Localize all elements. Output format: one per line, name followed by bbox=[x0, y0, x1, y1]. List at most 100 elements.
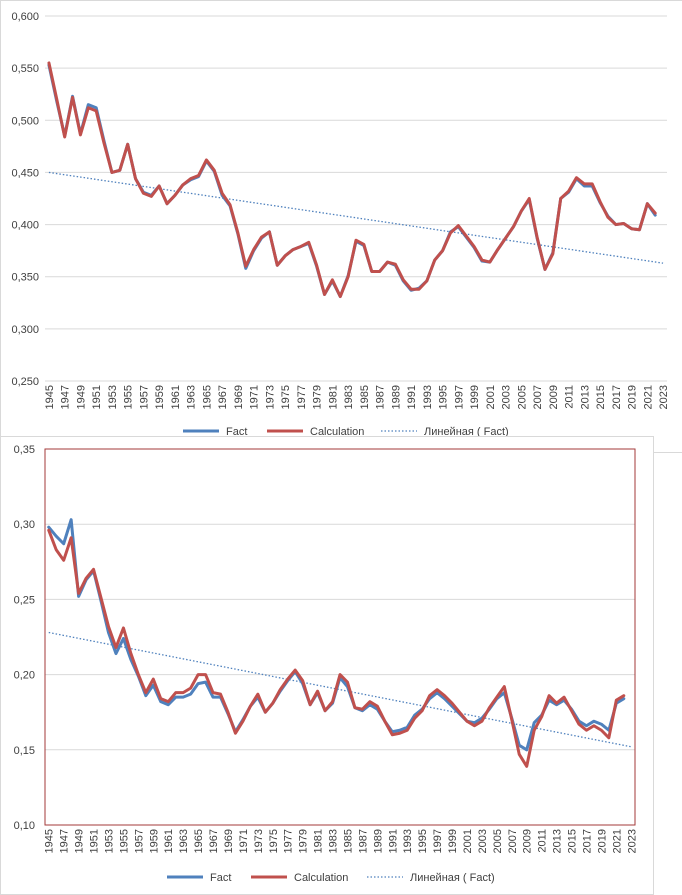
bottom-x-tick-label: 1979 bbox=[298, 829, 310, 853]
top-x-tick-label: 1993 bbox=[422, 385, 434, 409]
top-x-tick-label: 1995 bbox=[438, 385, 450, 409]
bottom-legend-fact-label: Fact bbox=[210, 872, 231, 884]
top-x-tick-label: 1987 bbox=[375, 385, 387, 409]
top-y-tick-label: 0,400 bbox=[11, 220, 39, 232]
top-x-tick-label: 1997 bbox=[453, 385, 465, 409]
bottom-legend-calculation-label: Calculation bbox=[294, 872, 348, 884]
bottom-x-tick-label: 1969 bbox=[223, 829, 235, 853]
bottom-x-tick-label: 2005 bbox=[492, 829, 504, 853]
top-x-tick-label: 1959 bbox=[154, 385, 166, 409]
bottom-y-tick-label: 0,20 bbox=[14, 670, 35, 682]
top-x-tick-label: 1963 bbox=[186, 385, 198, 409]
top-x-tick-label: 2019 bbox=[627, 385, 639, 409]
top-x-tick-label: 2021 bbox=[642, 385, 654, 409]
bottom-y-tick-label: 0,10 bbox=[14, 820, 35, 832]
top-x-tick-label: 1975 bbox=[280, 385, 292, 409]
bottom-y-tick-label: 0,30 bbox=[14, 519, 35, 531]
top-x-tick-label: 1951 bbox=[91, 385, 103, 409]
top-x-tick-label: 2007 bbox=[532, 385, 544, 409]
bottom-series-calculation-line bbox=[47, 528, 626, 768]
top-x-tick-label: 1947 bbox=[60, 385, 72, 409]
bottom-x-tick-label: 1993 bbox=[402, 829, 414, 853]
top-x-tick-label: 1969 bbox=[233, 385, 245, 409]
bottom-x-tick-label: 1983 bbox=[328, 829, 340, 853]
bottom-x-tick-label: 1981 bbox=[313, 829, 325, 853]
top-x-tick-label: 2017 bbox=[611, 385, 623, 409]
bottom-x-tick-label: 2007 bbox=[507, 829, 519, 853]
top-y-tick-label: 0,450 bbox=[11, 167, 39, 179]
chart-top-svg: 0,250 0,300 0,350 0,400 0,450 0,500 0,550 0,600… bbox=[11, 11, 670, 438]
bottom-x-tick-label: 2019 bbox=[596, 829, 608, 853]
bottom-legend-trendline-label: Линейная ( Fact) bbox=[410, 872, 495, 884]
bottom-x-tick-label: 1955 bbox=[118, 829, 130, 853]
top-x-tick-label: 2013 bbox=[579, 385, 591, 409]
bottom-x-tick-label: 2009 bbox=[522, 829, 534, 853]
bottom-x-tick-label: 1951 bbox=[89, 829, 101, 853]
bottom-x-tick-label: 1965 bbox=[193, 829, 205, 853]
top-y-tick-label: 0,250 bbox=[11, 376, 39, 388]
bottom-x-tick-label: 1977 bbox=[283, 829, 295, 853]
top-x-tick-label: 1971 bbox=[249, 385, 261, 409]
chart-bottom: 0,10 0,15 0,20 0,25 0,30 0,35 1945 1947 1949 1951… bbox=[0, 436, 654, 895]
bottom-x-tick-label: 2017 bbox=[581, 829, 593, 853]
top-x-tick-label: 1967 bbox=[217, 385, 229, 409]
bottom-x-tick-label: 2013 bbox=[552, 829, 564, 853]
bottom-plot-frame bbox=[44, 448, 636, 826]
top-x-tick-label: 2011 bbox=[564, 385, 576, 409]
bottom-x-tick-label: 1967 bbox=[208, 829, 220, 853]
top-legend-fact-label: Fact bbox=[226, 426, 247, 438]
bottom-x-tick-label: 1999 bbox=[447, 829, 459, 853]
bottom-x-tick-label: 1947 bbox=[59, 829, 71, 853]
bottom-x-tick-label: 2023 bbox=[626, 829, 638, 853]
bottom-x-tick-label: 1953 bbox=[103, 829, 115, 853]
bottom-x-tick-label: 1989 bbox=[372, 829, 384, 853]
bottom-x-tick-label: 1997 bbox=[432, 829, 444, 853]
top-x-tick-label: 1953 bbox=[107, 385, 119, 409]
bottom-y-tick-label: 0,15 bbox=[14, 745, 35, 757]
top-x-tick-label: 2001 bbox=[485, 385, 497, 409]
top-y-tick-label: 0,350 bbox=[11, 272, 39, 284]
top-x-tick-label: 1979 bbox=[312, 385, 324, 409]
bottom-x-tick-label: 1961 bbox=[163, 829, 175, 853]
top-x-tick-label: 1991 bbox=[406, 385, 418, 409]
top-x-tick-label: 1945 bbox=[44, 385, 56, 409]
top-x-tick-label: 1983 bbox=[343, 385, 355, 409]
top-x-tick-label: 1981 bbox=[327, 385, 339, 409]
bottom-x-tick-label: 2001 bbox=[462, 829, 474, 853]
bottom-x-tick-label: 1991 bbox=[387, 829, 399, 853]
top-x-tick-label: 1999 bbox=[469, 385, 481, 409]
top-x-tick-label: 2009 bbox=[548, 385, 560, 409]
bottom-y-tick-label: 0,25 bbox=[14, 594, 35, 606]
top-legend-calculation-label: Calculation bbox=[310, 426, 364, 438]
bottom-x-tick-label: 1971 bbox=[238, 829, 250, 853]
top-x-tick-label: 1985 bbox=[359, 385, 371, 409]
top-x-tick-label: 2023 bbox=[658, 385, 670, 409]
bottom-series-fact-line bbox=[47, 518, 626, 752]
bottom-x-tick-label: 2021 bbox=[611, 829, 623, 853]
bottom-x-tick-label: 1973 bbox=[253, 829, 265, 853]
bottom-trendline bbox=[48, 631, 632, 748]
top-x-tick-label: 1989 bbox=[390, 385, 402, 409]
top-x-tick-label: 1973 bbox=[264, 385, 276, 409]
bottom-y-tick-label: 0,35 bbox=[14, 444, 35, 456]
bottom-x-tick-label: 1949 bbox=[74, 829, 86, 853]
top-x-tick-label: 1965 bbox=[201, 385, 213, 409]
top-legend-trendline-label: Линейная ( Fact) bbox=[424, 426, 509, 438]
top-y-tick-label: 0,500 bbox=[11, 115, 39, 127]
top-x-tick-label: 1957 bbox=[138, 385, 150, 409]
bottom-x-tick-label: 1975 bbox=[268, 829, 280, 853]
top-x-tick-label: 1977 bbox=[296, 385, 308, 409]
top-x-tick-label: 1961 bbox=[170, 385, 182, 409]
bottom-x-tick-label: 1985 bbox=[342, 829, 354, 853]
top-x-tick-label: 1949 bbox=[75, 385, 87, 409]
bottom-x-tick-label: 1963 bbox=[178, 829, 190, 853]
top-y-tick-label: 0,600 bbox=[11, 11, 39, 23]
bottom-x-tick-label: 2011 bbox=[537, 829, 549, 853]
top-x-tick-label: 2003 bbox=[501, 385, 513, 409]
bottom-x-tick-label: 1959 bbox=[148, 829, 160, 853]
bottom-x-tick-label: 2015 bbox=[567, 829, 579, 853]
bottom-x-tick-label: 1995 bbox=[417, 829, 429, 853]
top-series-calculation-line bbox=[47, 61, 657, 299]
top-y-tick-label: 0,300 bbox=[11, 324, 39, 336]
bottom-x-tick-label: 1987 bbox=[357, 829, 369, 853]
